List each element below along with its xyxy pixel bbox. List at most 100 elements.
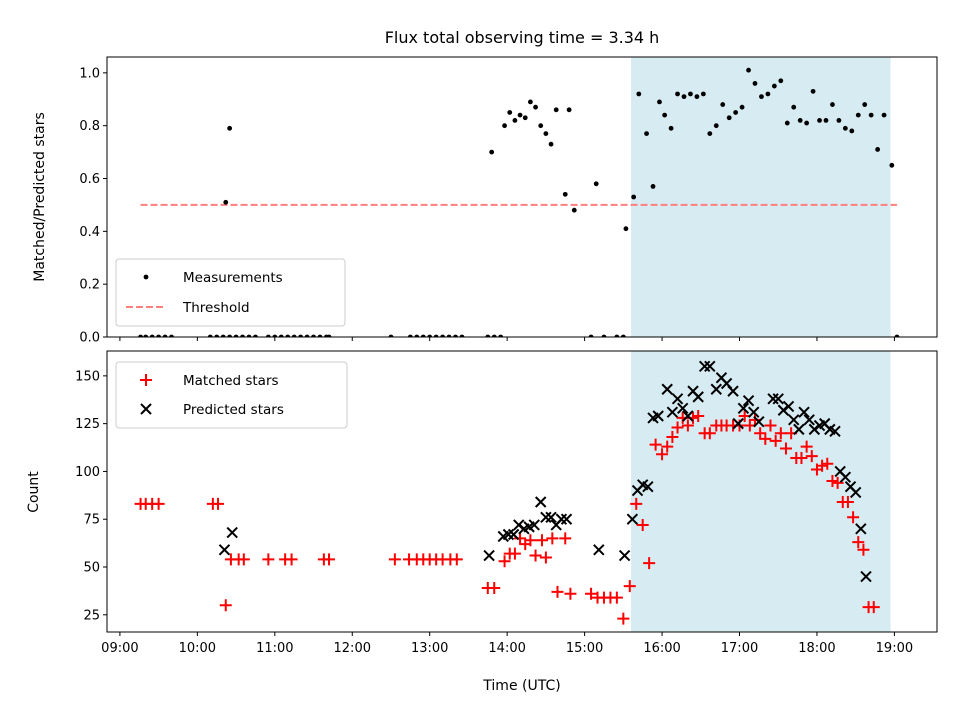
measurement-point	[502, 123, 507, 129]
x-tick-label: 12:00	[334, 641, 371, 656]
matched-star-point	[779, 442, 792, 455]
predicted-star-point	[666, 406, 679, 418]
matched-star-point	[867, 601, 880, 614]
matched-star-point	[748, 413, 761, 426]
measurement-point	[636, 91, 642, 97]
predicted-star-point	[555, 513, 568, 525]
measurement-point	[894, 334, 900, 337]
measurement-point	[842, 125, 848, 131]
y-tick-label: 125	[75, 417, 100, 432]
y-axis-label-bottom: Count	[26, 471, 42, 513]
measurement-point	[548, 141, 554, 147]
measurement-point	[388, 334, 394, 337]
measurement-point	[311, 334, 316, 337]
y-tick-label: 50	[83, 561, 100, 576]
measurement-point	[326, 334, 332, 337]
predicted-star-point	[798, 406, 810, 418]
matched-star-point	[857, 543, 870, 556]
measurement-point	[759, 94, 764, 100]
legend-top: Measurements Threshold	[115, 258, 346, 327]
measurement-point	[810, 88, 816, 94]
measurement-point	[489, 149, 495, 155]
legend-measurements-marker	[143, 274, 149, 280]
matched-star-point	[795, 452, 808, 465]
measurement-point	[650, 184, 656, 189]
y-tick-label: 25	[83, 608, 100, 623]
measurement-point	[823, 117, 829, 123]
panel-bottom: 25 50 75 100 125 150 09:00 10:00 11:00 12:00 13:0…	[26, 350, 938, 694]
predicted-star-point	[803, 414, 815, 426]
measurement-point	[868, 112, 874, 118]
matched-star-point	[262, 553, 275, 566]
measurement-point	[533, 104, 538, 110]
highlight-rect	[631, 57, 891, 337]
x-ticks-top	[119, 337, 895, 341]
y-tick-label: 0.8	[79, 119, 100, 134]
measurement-point	[765, 91, 771, 97]
legend-predicted-marker	[140, 403, 152, 415]
measurement-point	[614, 334, 620, 337]
measurement-point	[675, 91, 680, 97]
measurement-point	[317, 334, 323, 337]
legend-matched-label: Matched stars	[183, 373, 279, 389]
predicted-star-point	[677, 402, 689, 415]
predicted-star-point	[855, 523, 867, 535]
measurement-point	[566, 107, 572, 113]
y-tick-label: 100	[75, 465, 100, 480]
measurement-point	[220, 334, 226, 337]
measurement-points	[138, 67, 900, 337]
predicted-star-point	[560, 513, 573, 525]
predicted-star-point	[747, 406, 760, 418]
predicted-star-point	[618, 549, 631, 562]
measurement-point	[668, 125, 674, 131]
measurement-point	[688, 91, 693, 97]
matched-star-point	[805, 450, 818, 463]
y-tick-label: 1.0	[79, 66, 100, 81]
measurement-point	[265, 334, 271, 337]
predicted-star-point	[788, 414, 800, 426]
measurement-point	[453, 334, 458, 337]
x-tick-label: 19:00	[876, 641, 913, 656]
measurement-point	[285, 334, 291, 337]
measurement-point	[889, 162, 895, 168]
y-tick-label: 0.2	[79, 278, 100, 293]
measurement-point	[571, 207, 577, 213]
matched-star-point	[847, 511, 860, 524]
measurement-point	[700, 91, 706, 97]
predicted-star-point	[626, 513, 639, 525]
measurement-point	[791, 104, 797, 110]
matched-star-point	[323, 553, 336, 566]
x-tick-label: 17:00	[721, 641, 758, 656]
predicted-star-point	[593, 544, 605, 556]
matched-star-point	[656, 448, 669, 461]
measurement-point	[881, 112, 887, 118]
matched-star-point	[661, 440, 674, 453]
matched-star-point	[152, 497, 165, 510]
measurement-point	[855, 112, 861, 118]
measurement-point	[713, 123, 719, 129]
plot-frame-top	[106, 56, 938, 338]
predicted-star-point	[507, 528, 520, 541]
predicted-star-point	[829, 425, 841, 437]
measurement-point	[149, 334, 155, 337]
matched-star-point	[219, 599, 232, 612]
measurement-point	[485, 334, 491, 337]
measurement-point	[849, 128, 855, 134]
measurement-point	[830, 102, 835, 107]
predicted-star-point	[849, 486, 862, 499]
matched-star-point	[285, 553, 298, 566]
y-tick-label: 0.4	[79, 225, 100, 240]
matched-star-point	[643, 557, 656, 570]
predicted-star-point	[753, 416, 765, 428]
predicted-star-point	[767, 393, 779, 405]
predicted-star-point	[860, 570, 872, 583]
predicted-star-point	[535, 496, 547, 508]
measurement-point	[278, 334, 284, 337]
predicted-star-point	[671, 393, 684, 405]
predicted-star-point	[772, 393, 784, 405]
matched-star-point	[774, 427, 787, 440]
legend-threshold-label: Threshold	[182, 300, 250, 316]
measurement-point	[227, 125, 233, 131]
y-axis-top: 0.0 0.2 0.4 0.6 0.8 1.0	[79, 66, 107, 346]
